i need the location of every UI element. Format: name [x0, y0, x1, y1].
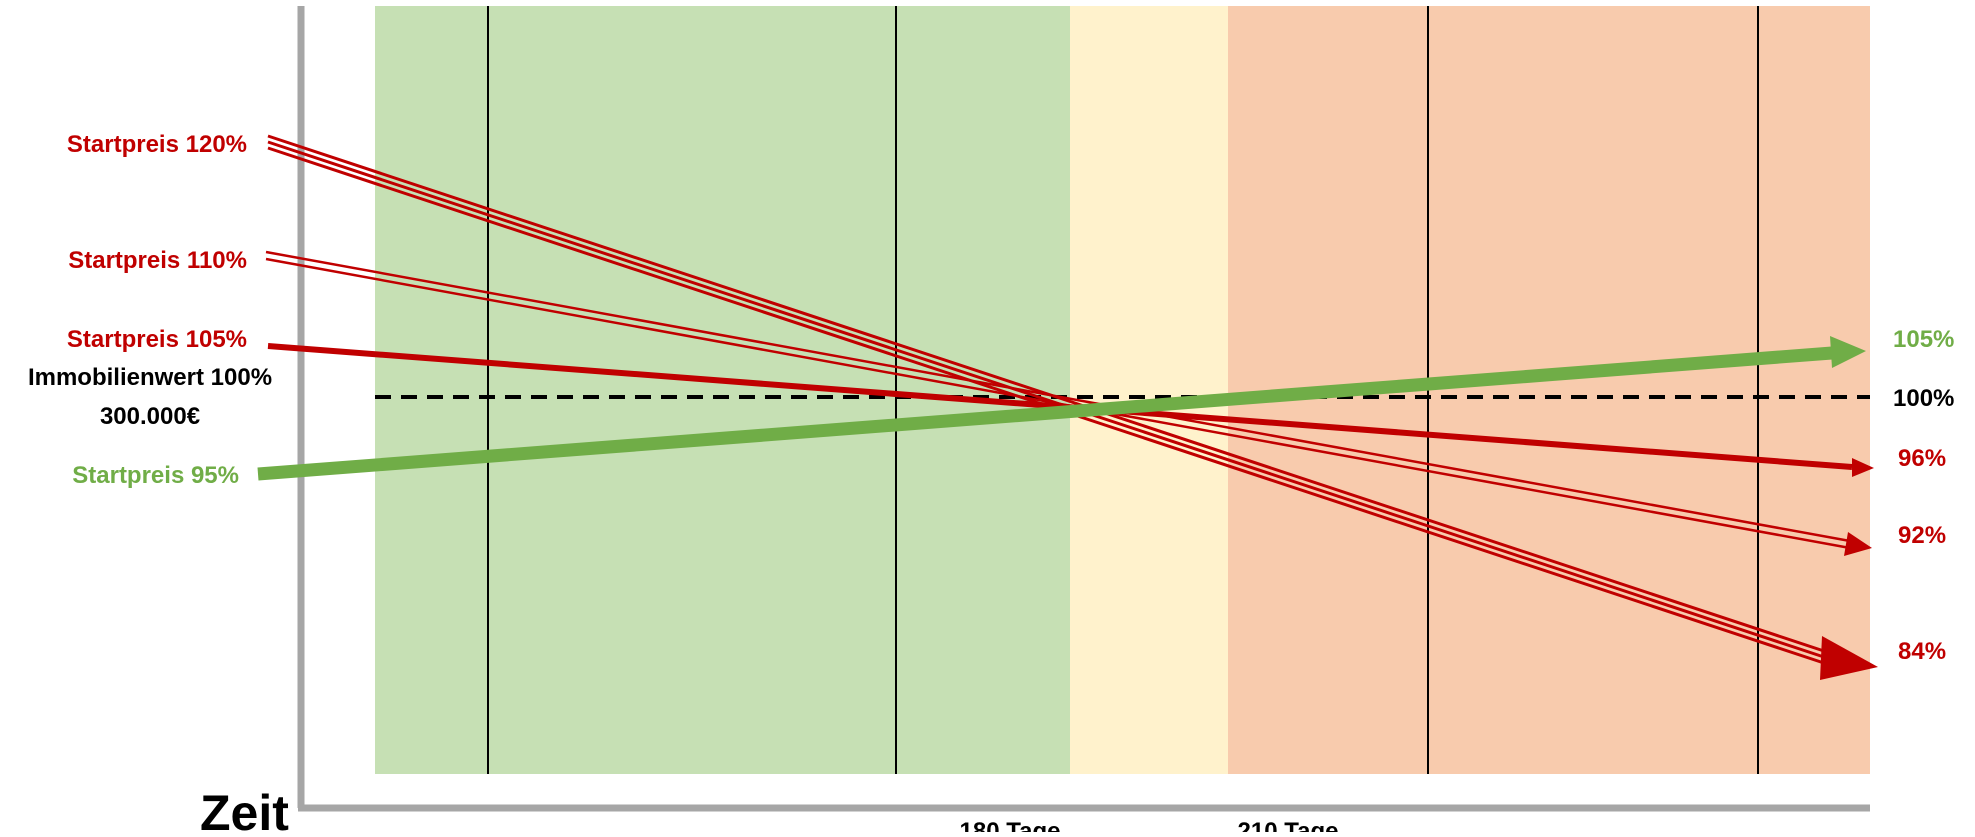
series-110-arrowhead: [1844, 532, 1872, 556]
x-tick-180: 180 Tage: [960, 818, 1061, 832]
series-95-arrowhead: [1830, 336, 1866, 368]
zone-yellow: [1070, 6, 1228, 774]
label-end-84: 84%: [1898, 638, 1946, 665]
series-120-arrowhead: [1820, 636, 1878, 680]
label-end-92: 92%: [1898, 522, 1946, 549]
label-startpreis-105: Startpreis 105%: [67, 326, 247, 353]
label-startpreis-120: Startpreis 120%: [67, 131, 247, 158]
label-startpreis-95: Startpreis 95%: [72, 462, 239, 489]
x-axis-title: Zeit: [200, 785, 289, 832]
label-end-100: 100%: [1893, 385, 1954, 412]
series-105-arrowhead: [1852, 458, 1874, 477]
series-110-line-a: [265, 250, 1851, 543]
label-end-105: 105%: [1893, 326, 1954, 353]
zone-green: [375, 6, 1070, 774]
label-value-300000: 300.000€: [100, 403, 200, 430]
label-startpreis-110: Startpreis 110%: [68, 247, 247, 274]
x-tick-210: 210 Tage: [1238, 818, 1339, 832]
label-immobilienwert: Immobilienwert 100%: [28, 364, 272, 391]
label-end-96: 96%: [1898, 445, 1946, 472]
series-95-line: [257, 346, 1833, 481]
